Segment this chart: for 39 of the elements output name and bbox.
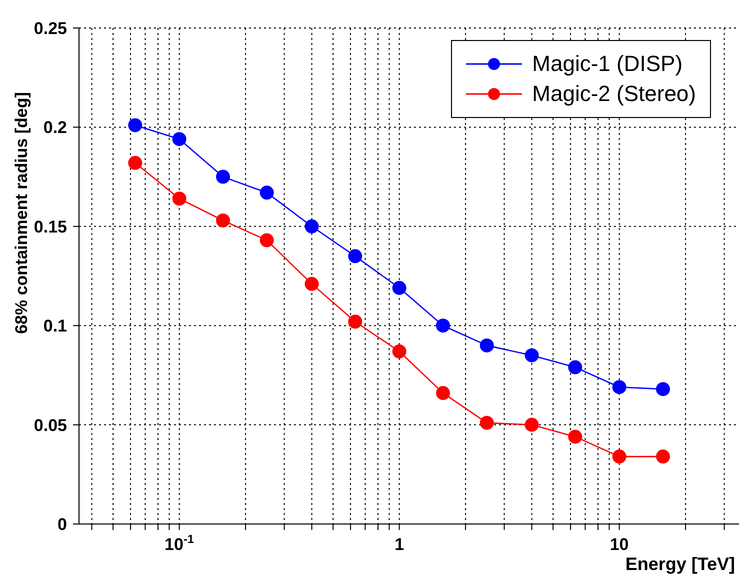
point — [172, 132, 186, 146]
legend-label: Magic-1 (DISP) — [532, 51, 683, 77]
point — [128, 156, 142, 170]
point — [656, 450, 670, 464]
legend-label: Magic-2 (Stereo) — [532, 81, 696, 107]
point — [260, 233, 274, 248]
x-tick-label: 1 — [394, 535, 404, 554]
point — [568, 360, 582, 374]
point — [172, 192, 186, 206]
point — [348, 314, 362, 329]
y-tick-label: 0.05 — [34, 416, 67, 435]
point — [348, 249, 362, 264]
point — [436, 318, 450, 333]
y-tick-label: 0.25 — [34, 19, 67, 38]
y-tick-label: 0.15 — [34, 217, 67, 236]
point — [216, 170, 230, 184]
point — [524, 418, 539, 432]
point — [612, 450, 626, 464]
x-axis-title: Energy [TeV] — [625, 554, 735, 574]
point — [304, 219, 319, 234]
point — [480, 416, 494, 430]
point — [216, 213, 230, 228]
y-tick-label: 0 — [58, 515, 67, 534]
point — [392, 280, 406, 295]
point — [480, 338, 494, 352]
point — [568, 430, 582, 444]
y-tick-label: 0.2 — [43, 118, 67, 138]
point — [304, 276, 319, 291]
point — [128, 118, 142, 132]
point — [260, 186, 274, 200]
x-tick-label: 10 — [610, 535, 629, 554]
point — [612, 380, 626, 394]
point — [436, 386, 450, 400]
point — [392, 344, 406, 358]
y-axis-title: 68% containment radius [deg] — [12, 92, 32, 334]
point — [656, 382, 670, 396]
x-tick-label: 10$^{-1}$ — [164, 532, 194, 554]
point — [524, 348, 539, 362]
y-tick-label: 0.1 — [43, 316, 67, 336]
